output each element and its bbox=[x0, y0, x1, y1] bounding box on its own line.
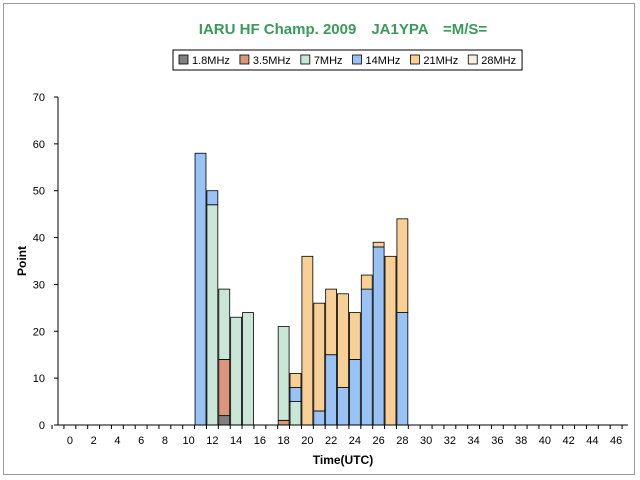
bar-21mhz-x27 bbox=[384, 255, 397, 426]
bar-14mhz-x28 bbox=[396, 312, 409, 426]
bar-21mhz-x25 bbox=[360, 274, 373, 290]
x-tick-label: 16 bbox=[254, 435, 266, 447]
x-tick-label: 26 bbox=[373, 435, 385, 447]
bar-21mhz-x28 bbox=[396, 218, 409, 313]
y-tick-label: 10 bbox=[33, 373, 45, 385]
x-tick-label: 44 bbox=[586, 435, 598, 447]
bar-7mhz-x13 bbox=[218, 288, 231, 360]
x-tick-label: 14 bbox=[230, 435, 242, 447]
bar-3_5mhz-x13 bbox=[218, 358, 231, 417]
bar-21mhz-x24 bbox=[349, 312, 361, 360]
legend-swatch bbox=[467, 54, 478, 65]
x-tick-label: 20 bbox=[301, 435, 313, 447]
x-tick-label: 22 bbox=[325, 435, 337, 447]
legend-label: 1.8MHz bbox=[192, 55, 230, 67]
y-tick-label: 50 bbox=[33, 186, 45, 198]
bar-1_8mhz-x13 bbox=[218, 415, 231, 426]
y-tick-label: 40 bbox=[33, 233, 45, 245]
bar-14mhz-x21 bbox=[313, 410, 326, 426]
y-tick-label: 30 bbox=[33, 279, 45, 291]
bar-14mhz-x11 bbox=[194, 152, 207, 426]
bar-21mhz-x19 bbox=[289, 373, 302, 388]
bar-14mhz-x19 bbox=[289, 387, 302, 402]
bars bbox=[194, 152, 409, 426]
bar-7mhz-x19 bbox=[289, 401, 302, 426]
y-axis-label: Point bbox=[15, 246, 29, 276]
x-tick-label: 12 bbox=[206, 435, 218, 447]
bar-14mhz-x24 bbox=[349, 358, 361, 426]
legend: 1.8MHz 3.5MHz 7MHz 14MHz 21MHz 28MHz bbox=[172, 49, 523, 71]
x-tick-label: 42 bbox=[563, 435, 575, 447]
x-tick-label: 4 bbox=[114, 435, 120, 447]
bar-14mhz-x23 bbox=[337, 387, 349, 426]
bar-14mhz-x12 bbox=[206, 190, 219, 206]
x-tick-label: 40 bbox=[539, 435, 551, 447]
legend-label: 3.5MHz bbox=[253, 55, 291, 67]
x-tick-label: 46 bbox=[610, 435, 622, 447]
y-tick-label: 20 bbox=[33, 326, 45, 338]
bar-21mhz-x26 bbox=[372, 241, 385, 248]
bar-7mhz-x18 bbox=[277, 326, 290, 421]
x-tick-label: 38 bbox=[515, 435, 527, 447]
x-tick-label: 2 bbox=[91, 435, 97, 447]
legend-label: 21MHz bbox=[423, 55, 458, 67]
bar-14mhz-x26 bbox=[372, 246, 385, 426]
bar-7mhz-x15 bbox=[242, 312, 254, 426]
x-tick-label: 30 bbox=[420, 435, 432, 447]
x-tick-label: 28 bbox=[396, 435, 408, 447]
x-tick-label: 10 bbox=[183, 435, 195, 447]
bar-21mhz-x23 bbox=[337, 293, 349, 388]
bar-21mhz-x21 bbox=[313, 302, 326, 412]
x-tick-label: 36 bbox=[491, 435, 503, 447]
legend-swatch bbox=[352, 54, 362, 65]
legend-box bbox=[172, 49, 523, 71]
bar-14mhz-x22 bbox=[325, 354, 337, 426]
x-tick-label: 6 bbox=[138, 435, 144, 447]
chart-title: IARU HF Champ. 2009 JA1YPA =M/S= bbox=[199, 21, 488, 38]
legend-label: 7MHz bbox=[314, 55, 343, 67]
bar-7mhz-x14 bbox=[230, 316, 242, 426]
x-tick-label: 34 bbox=[468, 435, 480, 447]
x-tick-label: 32 bbox=[444, 435, 456, 447]
x-tick-label: 0 bbox=[67, 435, 73, 447]
y-tick-label: 70 bbox=[33, 92, 45, 104]
legend-swatch bbox=[239, 54, 250, 65]
x-tick-label: 24 bbox=[349, 435, 361, 447]
y-tick-label: 0 bbox=[39, 420, 45, 432]
x-tick-label: 18 bbox=[278, 435, 290, 447]
bar-3_5mhz-x18 bbox=[277, 419, 290, 426]
legend-swatch bbox=[178, 54, 189, 65]
legend-label: 28MHz bbox=[481, 55, 516, 67]
legend-swatch bbox=[300, 54, 311, 65]
bar-14mhz-x25 bbox=[360, 288, 373, 426]
y-tick-label: 60 bbox=[33, 139, 45, 151]
bar-7mhz-x12 bbox=[206, 204, 219, 426]
x-tick-label: 8 bbox=[162, 435, 168, 447]
legend-label: 14MHz bbox=[366, 55, 401, 67]
bar-21mhz-x20 bbox=[301, 255, 314, 426]
legend-swatch bbox=[409, 54, 420, 65]
bar-21mhz-x22 bbox=[325, 288, 337, 356]
x-axis-label: Time(UTC) bbox=[313, 453, 373, 467]
